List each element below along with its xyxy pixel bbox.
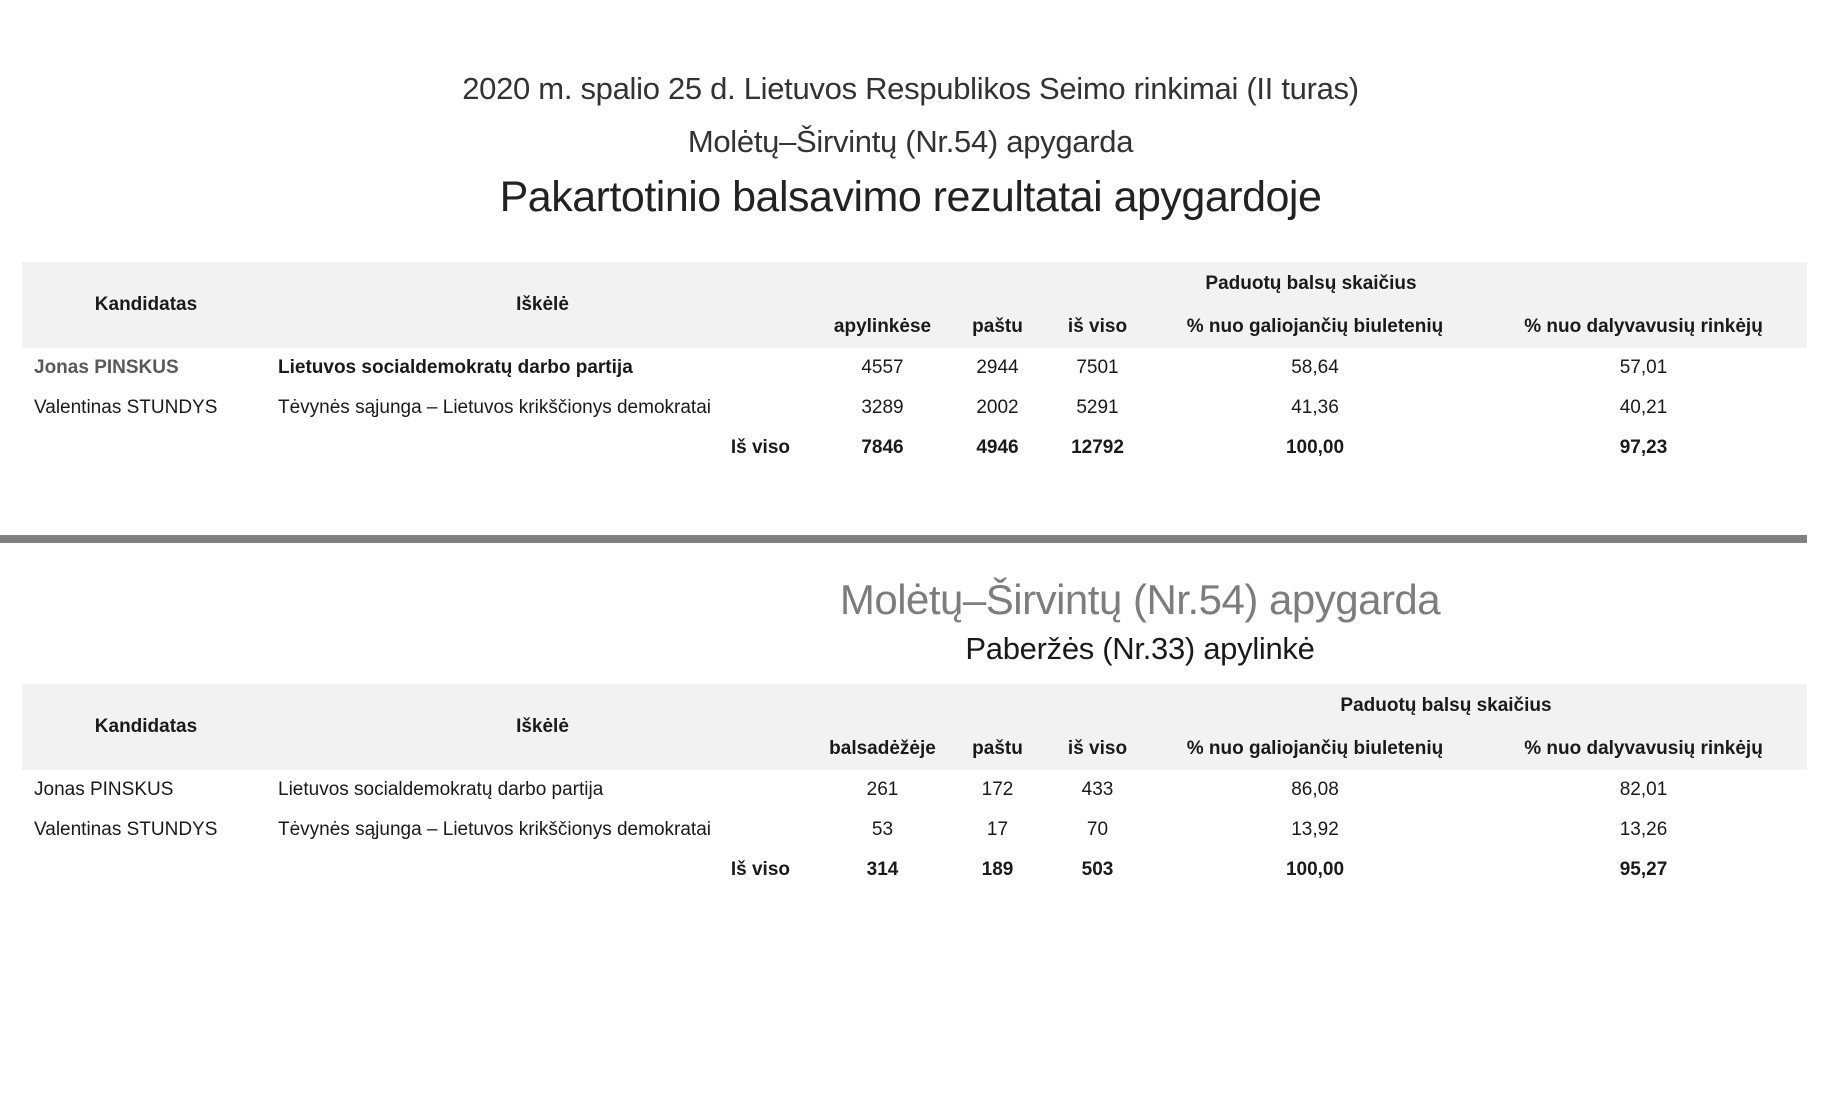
total-label: Iš viso [730, 437, 790, 458]
votes-local-value: 4557 [861, 357, 904, 378]
pct-participants-value: 40,21 [1619, 397, 1668, 418]
column-header-pct-participants: % nuo dalyvavusių rinkėjų [1480, 305, 1807, 348]
column-header-votes-mail: paštu [950, 305, 1045, 348]
nominating-party: Tėvynės sąjunga – Lietuvos krikščionys d… [278, 819, 711, 840]
column-header-pct-participants: % nuo dalyvavusių rinkėjų [1480, 727, 1807, 770]
pct-participants-value: 82,01 [1619, 779, 1668, 800]
candidate-row: Jonas PINSKUS Lietuvos socialdemokratų d… [22, 348, 1807, 388]
precinct-name-heading: Paberžės (Nr.33) apylinkė [965, 631, 1315, 666]
results-heading: Pakartotinio balsavimo rezultatai apygar… [499, 173, 1322, 221]
table-group-header-row: Kandidatas Iškėlė Paduotų balsų skaičius [22, 684, 1807, 770]
column-header-votes-ballot-box: balsadėžėje [815, 727, 950, 770]
district-results-table: Kandidatas Iškėlė Paduotų balsų skaičius… [22, 262, 1807, 468]
table-group-header-row: Kandidatas Iškėlė Paduotų balsų skaičius [22, 262, 1807, 348]
candidate-name: Jonas PINSKUS [34, 357, 179, 378]
votes-ballot-box-value: 53 [871, 819, 894, 840]
column-header-nominated-by: Iškėlė [270, 262, 815, 348]
candidate-row: Valentinas STUNDYS Tėvynės sąjunga – Lie… [22, 388, 1807, 428]
nominating-party: Tėvynės sąjunga – Lietuvos krikščionys d… [278, 397, 711, 418]
column-header-votes-total: iš viso [1045, 727, 1150, 770]
section-divider [0, 535, 1807, 543]
votes-total-value: 433 [1081, 779, 1114, 800]
district-title: Molėtų–Širvintų (Nr.54) apygarda [687, 124, 1134, 159]
candidate-name: Valentinas STUNDYS [34, 819, 218, 840]
candidate-name: Valentinas STUNDYS [34, 397, 218, 418]
empty-cell [22, 850, 270, 890]
total-label: Iš viso [730, 859, 790, 880]
pct-valid-value: 41,36 [1291, 397, 1339, 418]
column-header-candidate: Kandidatas [22, 684, 270, 770]
votes-mail-value: 2944 [976, 357, 1019, 378]
votes-total-total: 12792 [1071, 437, 1124, 458]
column-header-pct-valid: % nuo galiojančių biuletenių [1150, 305, 1480, 348]
column-header-candidate: Kandidatas [22, 262, 270, 348]
table-subheader-row: balsadėžėje paštu iš viso % nuo galiojan… [22, 727, 1807, 770]
votes-mail-total: 4946 [976, 437, 1019, 458]
column-header-votes-total: iš viso [1045, 305, 1150, 348]
pct-participants-total: 97,23 [1619, 437, 1668, 458]
candidate-row: Jonas PINSKUS Lietuvos socialdemokratų d… [22, 770, 1807, 810]
column-group-header-votes: Paduotų balsų skaičius [815, 684, 1807, 727]
election-title: 2020 m. spalio 25 d. Lietuvos Respubliko… [462, 71, 1359, 106]
votes-mail-value: 2002 [976, 397, 1019, 418]
pct-valid-value: 13,92 [1291, 819, 1339, 840]
precinct-section-heading-block: Molėtų–Širvintų (Nr.54) apygarda Paberžė… [457, 574, 1821, 672]
column-header-votes-mail: paštu [950, 727, 1045, 770]
pct-participants-value: 57,01 [1619, 357, 1668, 378]
pct-valid-total: 100,00 [1285, 859, 1345, 880]
votes-total-total: 503 [1081, 859, 1114, 880]
column-header-pct-valid: % nuo galiojančių biuletenių [1150, 727, 1480, 770]
candidate-row: Valentinas STUNDYS Tėvynės sąjunga – Lie… [22, 810, 1807, 850]
pct-participants-value: 13,26 [1619, 819, 1668, 840]
pct-valid-value: 58,64 [1291, 357, 1339, 378]
votes-ballot-box-total: 314 [866, 859, 899, 880]
votes-total-value: 7501 [1076, 357, 1119, 378]
total-row: Iš viso 314 189 503 100,00 95,27 [22, 850, 1807, 890]
votes-mail-value: 17 [986, 819, 1009, 840]
votes-total-value: 5291 [1076, 397, 1119, 418]
empty-cell [22, 428, 270, 468]
column-header-nominated-by: Iškėlė [270, 684, 815, 770]
votes-mail-total: 189 [981, 859, 1014, 880]
column-header-votes-local: apylinkėse [815, 305, 950, 348]
table-subheader-row: apylinkėse paštu iš viso % nuo galiojanč… [22, 305, 1807, 348]
nominating-party: Lietuvos socialdemokratų darbo partija [278, 357, 633, 378]
pct-participants-total: 95,27 [1619, 859, 1668, 880]
pct-valid-total: 100,00 [1285, 437, 1345, 458]
precinct-district-heading: Molėtų–Širvintų (Nr.54) apygarda [839, 576, 1441, 623]
votes-total-value: 70 [1086, 819, 1109, 840]
precinct-results-table: Kandidatas Iškėlė Paduotų balsų skaičius… [22, 684, 1807, 890]
pct-valid-value: 86,08 [1291, 779, 1339, 800]
nominating-party: Lietuvos socialdemokratų darbo partija [278, 779, 604, 800]
title-block: 2020 m. spalio 25 d. Lietuvos Respubliko… [0, 62, 1821, 226]
column-group-header-votes: Paduotų balsų skaičius [815, 262, 1807, 305]
votes-local-value: 3289 [861, 397, 904, 418]
votes-ballot-box-value: 261 [866, 779, 899, 800]
votes-local-total: 7846 [861, 437, 904, 458]
candidate-name: Jonas PINSKUS [34, 779, 174, 800]
total-row: Iš viso 7846 4946 12792 100,00 97,23 [22, 428, 1807, 468]
votes-mail-value: 172 [981, 779, 1014, 800]
